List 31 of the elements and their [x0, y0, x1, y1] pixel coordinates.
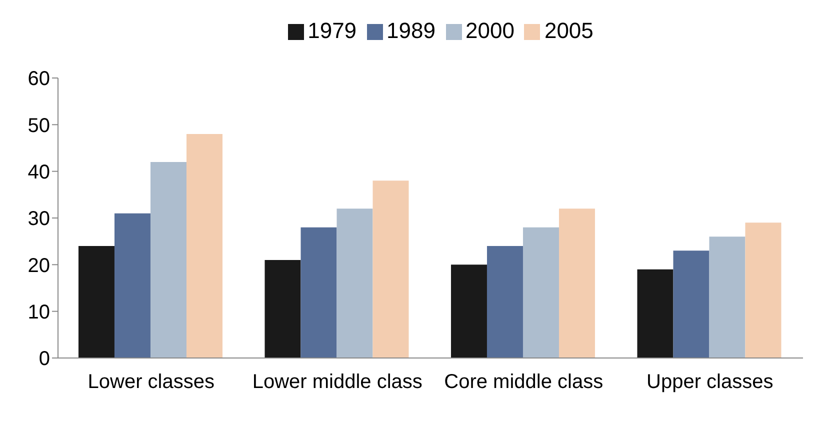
bar — [114, 213, 150, 358]
y-tick-label: 50 — [28, 114, 50, 137]
bar — [709, 236, 746, 358]
y-tick-label: 60 — [28, 68, 50, 90]
y-tick-label: 40 — [28, 161, 50, 184]
bar — [336, 208, 373, 358]
x-tick-label: Lower classes — [88, 371, 214, 394]
legend-label: 1989 — [386, 18, 436, 43]
bar — [673, 250, 710, 358]
y-tick-label: 10 — [28, 301, 50, 324]
bar — [745, 222, 782, 358]
bar — [637, 269, 674, 358]
bar — [186, 134, 222, 358]
x-tick-label: Upper classes — [646, 371, 774, 394]
bar — [486, 246, 523, 358]
bar — [450, 264, 487, 358]
y-tick-label: 0 — [38, 348, 50, 370]
x-tick-label: Core middle class — [444, 371, 604, 394]
bar — [522, 227, 559, 358]
bar — [372, 180, 409, 358]
legend-label: 2000 — [466, 18, 514, 43]
legend-label: 1979 — [308, 18, 357, 43]
bar — [78, 246, 114, 358]
x-tick-label: Lower middle class — [252, 371, 422, 394]
bar — [150, 162, 186, 358]
y-tick-label: 30 — [28, 208, 50, 230]
bar — [558, 208, 595, 358]
legend-label: 2005 — [544, 18, 594, 43]
bar — [264, 260, 301, 358]
bar — [300, 227, 337, 358]
y-tick-label: 20 — [28, 254, 50, 277]
